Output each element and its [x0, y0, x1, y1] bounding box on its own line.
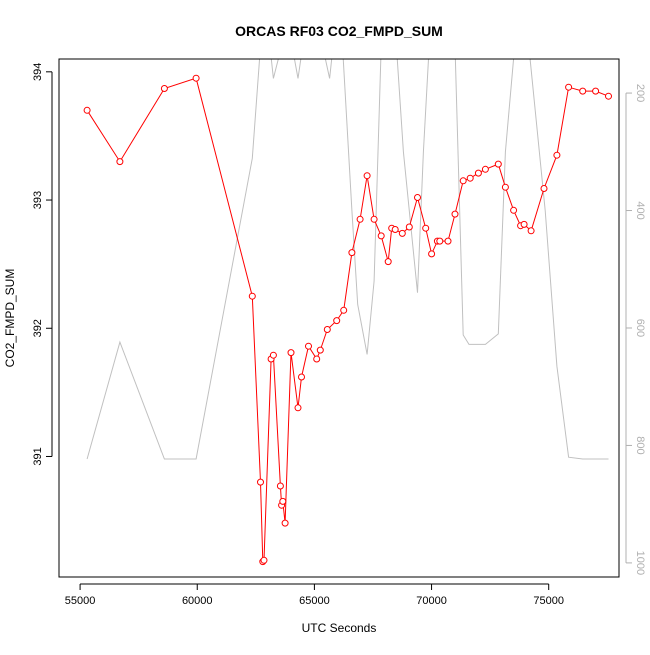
y-tick-label: 392: [32, 319, 44, 337]
data-point: [257, 478, 264, 486]
secondary-y-tick-label: 1000: [634, 551, 646, 575]
data-point: [510, 206, 518, 214]
data-point: [287, 349, 295, 357]
data-point: [501, 183, 509, 191]
data-point: [592, 87, 600, 95]
data-point: [384, 258, 392, 266]
data-point: [459, 177, 467, 185]
data-point: [260, 556, 268, 564]
secondary-series-line: [86, 59, 609, 460]
secondary-y-tick-label: 600: [634, 319, 646, 337]
data-point: [281, 519, 289, 527]
y-tick-label: 394: [32, 63, 44, 81]
data-point: [553, 151, 561, 159]
data-point: [192, 74, 200, 82]
chart-title: ORCAS RF03 CO2_FMPD_SUM: [235, 23, 443, 39]
y-axis: 391 392 393 394: [32, 63, 53, 466]
data-point: [414, 194, 421, 201]
data-point: [294, 404, 302, 412]
x-tick-label: 55000: [65, 595, 96, 607]
primary-series-layer: [83, 74, 612, 566]
data-point: [398, 229, 406, 237]
data-point: [565, 83, 573, 91]
data-point: [494, 160, 502, 168]
data-point: [305, 342, 312, 350]
data-point: [436, 237, 444, 245]
y-tick-label: 393: [32, 191, 44, 209]
data-point: [323, 326, 331, 333]
y-axis-label: CO2_FMPD_SUM: [3, 269, 17, 368]
data-point: [444, 237, 452, 245]
data-point: [466, 174, 474, 182]
data-point: [248, 292, 256, 300]
x-tick-label: 75000: [533, 595, 564, 607]
data-point: [520, 220, 528, 228]
secondary-y-tick-label: 800: [634, 436, 646, 454]
data-point: [160, 85, 168, 92]
x-tick-label: 60000: [182, 595, 213, 607]
data-point: [405, 223, 413, 231]
data-point: [356, 215, 364, 223]
data-point: [276, 482, 284, 490]
data-point: [474, 169, 482, 177]
primary-series-line: [86, 77, 609, 563]
data-point: [579, 87, 587, 95]
y-tick-label: 391: [32, 447, 44, 465]
data-point: [377, 232, 385, 240]
data-point: [269, 351, 277, 359]
x-tick-label: 65000: [299, 595, 330, 607]
data-point: [481, 165, 489, 173]
secondary-series-layer: [86, 59, 609, 460]
data-point: [527, 227, 535, 235]
secondary-y-tick-label: 400: [634, 201, 646, 219]
secondary-y-tick-label: 200: [634, 84, 646, 102]
data-point: [279, 497, 287, 505]
data-point: [340, 306, 348, 314]
data-point: [363, 172, 371, 180]
x-axis: 55000 60000 65000 70000 75000: [65, 583, 564, 607]
secondary-y-axis: 200 400 600 800 1000: [625, 84, 646, 575]
data-point: [428, 250, 436, 258]
data-point: [370, 215, 378, 223]
data-point: [391, 226, 399, 233]
x-tick-label: 70000: [416, 595, 447, 607]
data-point: [422, 224, 430, 232]
data-point: [605, 92, 612, 100]
data-point: [333, 317, 341, 325]
data-point: [451, 210, 459, 218]
plot-frame: [58, 58, 620, 578]
data-point: [313, 355, 321, 363]
data-point: [298, 373, 305, 381]
x-axis-label: UTC Seconds: [302, 621, 377, 635]
data-point: [83, 106, 91, 114]
data-point: [116, 158, 124, 166]
data-point: [348, 249, 356, 257]
data-point: [316, 346, 324, 354]
data-point: [540, 185, 548, 192]
